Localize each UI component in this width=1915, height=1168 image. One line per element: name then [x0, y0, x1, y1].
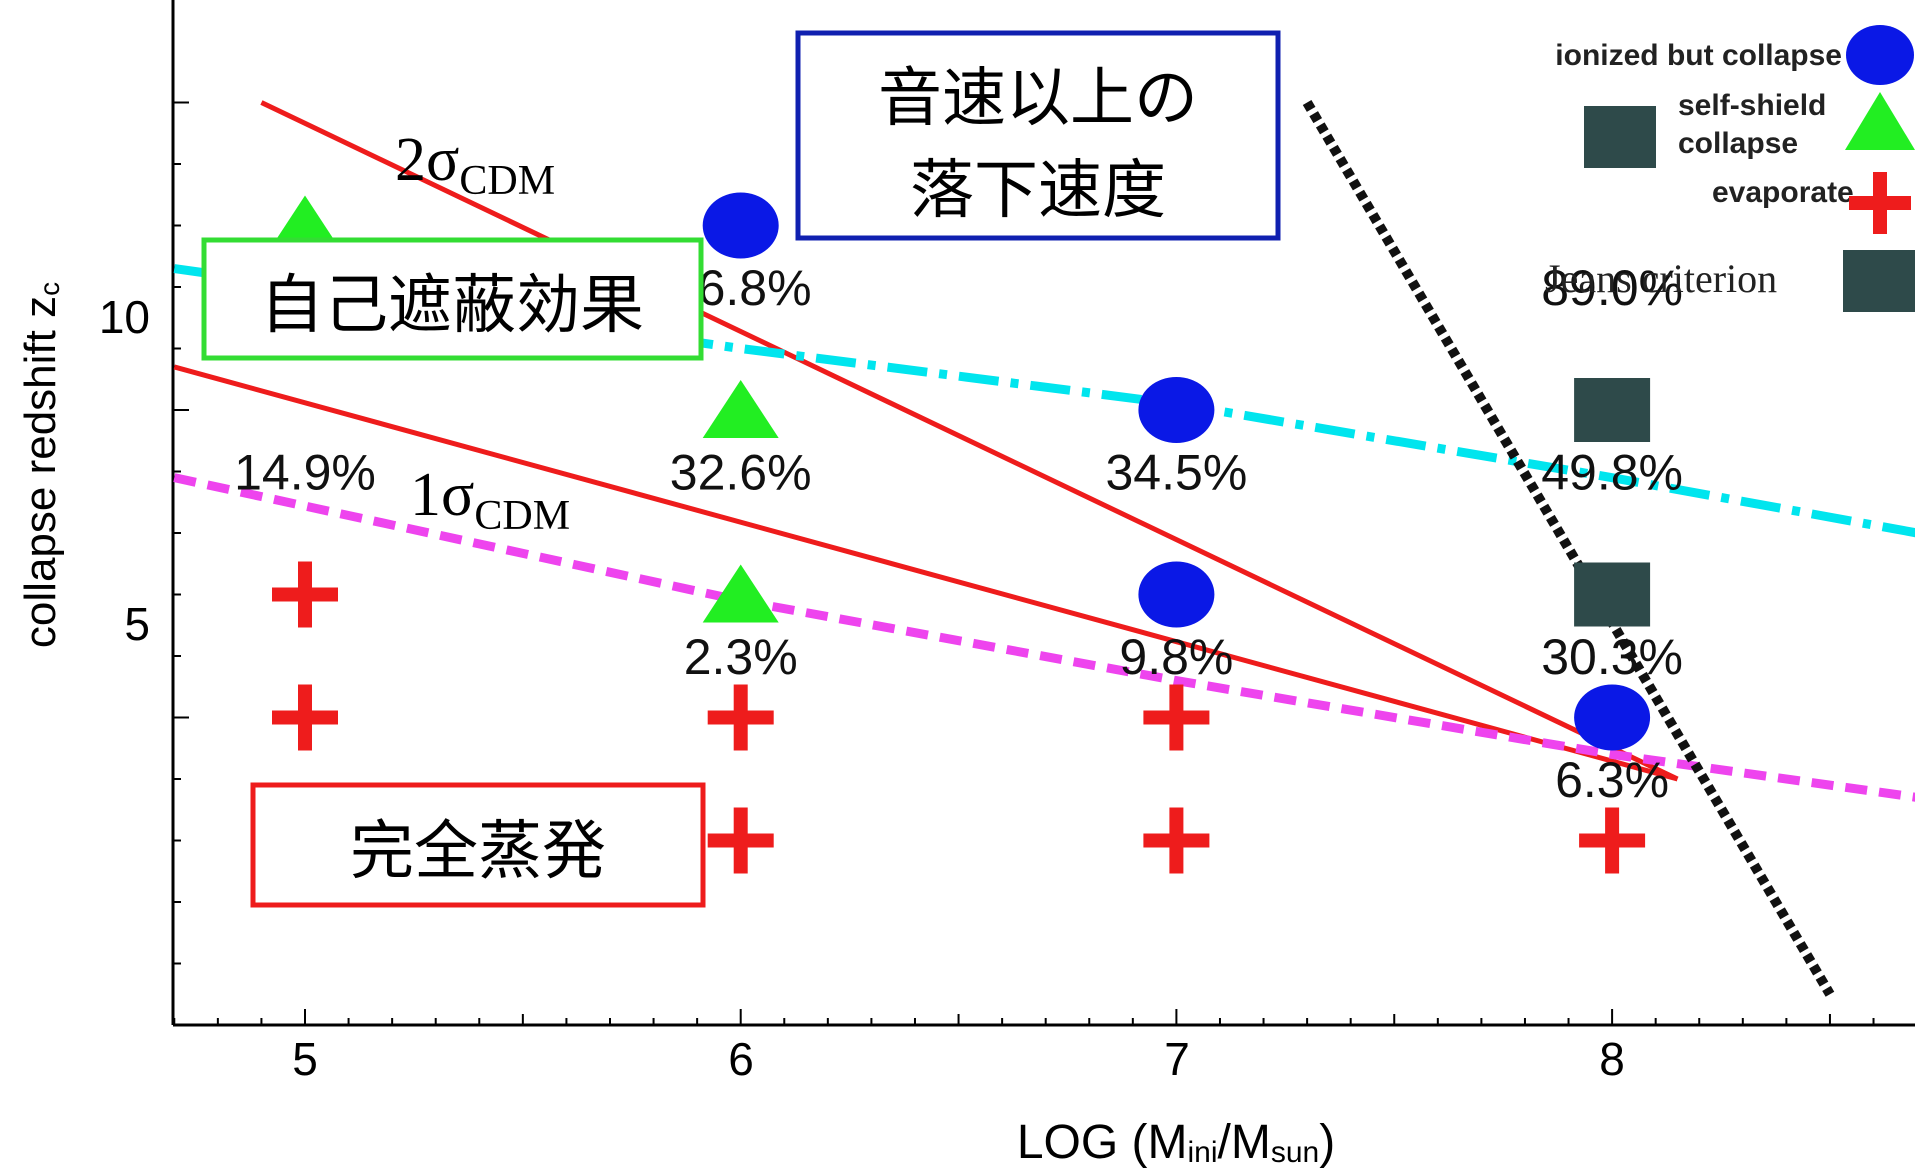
percent-labels: 85.8%86.8%89.0%14.9%32.6%34.5%49.8%2.3%9… — [234, 260, 1683, 808]
box-full-evaporation: 完全蒸発 — [250, 782, 706, 908]
box-self-shielding: 自己遮蔽効果 — [201, 237, 704, 361]
legend-marker-circle — [1846, 25, 1914, 85]
tick-marks — [173, 101, 1875, 1026]
y-tick-label-5: 5 — [124, 598, 150, 650]
legend-label-ionized: ionized but collapse — [1555, 39, 1842, 72]
marker-evaporate — [272, 684, 338, 751]
marker-ionized-collapse — [1574, 684, 1651, 751]
y-tick-label-10: 10 — [99, 291, 150, 343]
x-tick-label-6: 6 — [728, 1033, 754, 1085]
legend-label-jeans: Jeans criterion — [1545, 256, 1777, 301]
marker-evaporate — [1579, 807, 1646, 874]
series-2sigma-cdm — [260, 100, 1679, 782]
marker-evaporate-h — [272, 587, 338, 602]
percent-label: 9.8% — [1119, 629, 1233, 685]
box-supersonic-line1: 音速以上の — [878, 62, 1198, 136]
marker-evaporate-h — [1143, 833, 1210, 848]
box-supersonic-infall: 音速以上の 落下速度 — [795, 30, 1281, 241]
marker-self-shield — [702, 564, 779, 623]
marker-evaporate — [272, 561, 338, 628]
marker-ionized-collapse — [702, 192, 779, 259]
marker-ionized-collapse — [1138, 561, 1215, 628]
series-jeans-boundary — [1302, 99, 1835, 997]
legend: ionized but collapse self-shield collaps… — [1545, 25, 1915, 312]
legend-label-self-shield-2: collapse — [1678, 127, 1798, 160]
box-full-evaporation-text: 完全蒸発 — [350, 815, 606, 889]
series-1sigma-cdm — [173, 364, 1679, 782]
sigma2-label: 2σCDM — [395, 126, 555, 204]
marker-evaporate — [1143, 684, 1210, 751]
marker-evaporate-h — [707, 710, 774, 725]
box-self-shielding-text: 自己遮蔽効果 — [260, 269, 644, 343]
x-tick-label-5: 5 — [292, 1033, 318, 1085]
percent-label: 32.6% — [670, 445, 812, 501]
y-axis-title: collapse redshift zc — [16, 282, 65, 648]
percent-label: 34.5% — [1106, 445, 1248, 501]
legend-marker-square-inline — [1584, 106, 1656, 168]
percent-label: 6.3% — [1555, 752, 1669, 808]
legend-marker-plus — [1849, 172, 1911, 234]
legend-marker-triangle — [1845, 92, 1915, 150]
percent-label: 49.8% — [1541, 445, 1683, 501]
percent-label: 30.3% — [1541, 629, 1683, 685]
marker-evaporate — [707, 807, 774, 874]
legend-marker-square — [1843, 250, 1915, 312]
series-dashed-magenta — [173, 473, 1915, 802]
marker-evaporate-h — [272, 710, 338, 725]
legend-label-self-shield: self-shield — [1678, 89, 1826, 122]
marker-evaporate — [707, 684, 774, 751]
legend-label-evaporate: evaporate — [1712, 176, 1854, 209]
marker-evaporate-h — [1579, 833, 1646, 848]
x-tick-label-8: 8 — [1599, 1033, 1625, 1085]
marker-jeans — [1574, 562, 1651, 627]
marker-evaporate-h — [707, 833, 774, 848]
marker-layer — [267, 192, 1651, 874]
x-axis-title: LOG (Mini/Msun) — [1017, 1116, 1335, 1168]
marker-evaporate-h — [1143, 710, 1210, 725]
plot-frame — [171, 0, 1915, 1027]
x-tick-label-7: 7 — [1164, 1033, 1190, 1085]
sigma1-label: 1σCDM — [410, 461, 570, 539]
marker-jeans — [1574, 378, 1651, 442]
percent-label: 14.9% — [234, 445, 376, 501]
percent-label: 89.0% — [1541, 260, 1683, 316]
box-supersonic-line2: 落下速度 — [910, 154, 1166, 228]
marker-ionized-collapse — [1138, 377, 1215, 443]
marker-self-shield — [702, 380, 779, 438]
marker-evaporate — [1143, 807, 1210, 874]
percent-label: 2.3% — [684, 629, 798, 685]
